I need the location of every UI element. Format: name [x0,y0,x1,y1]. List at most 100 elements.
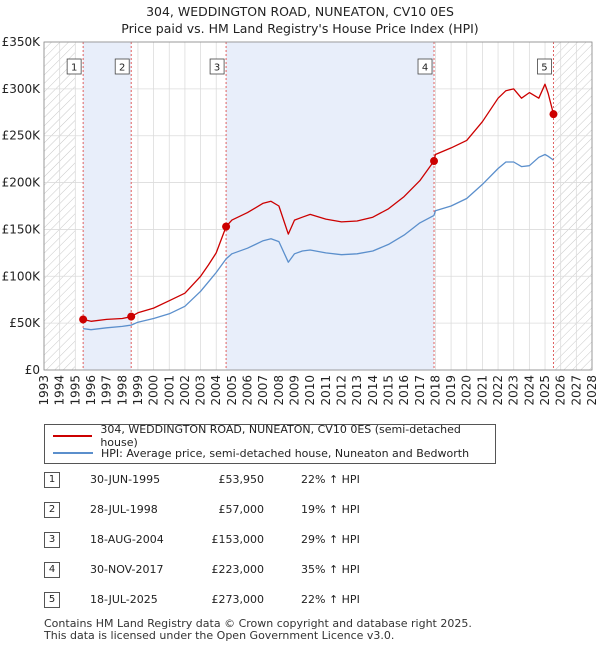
table-row: 2 28-JUL-1998 £57,000 19% ↑ HPI [44,500,584,520]
sale-label-text: 1 [71,63,77,74]
sale-point [430,157,439,166]
y-tick-label: £300K [2,82,42,96]
table-row: 3 18-AUG-2004 £153,000 29% ↑ HPI [44,530,584,550]
x-tick-label: 2021 [475,375,489,406]
sale-price: £223,000 [211,563,265,576]
ownership-band [83,42,132,370]
x-tick-label: 2015 [381,375,395,406]
sale-number-badge: 2 [44,502,60,518]
legend-swatch-property [53,435,93,437]
sale-label-text: 2 [119,63,125,74]
y-tick-label: £200K [2,176,42,190]
x-tick-label: 2008 [272,375,286,406]
x-tick-label: 2007 [256,375,270,406]
y-tick-label: £150K [2,222,42,236]
legend-item-hpi: HPI: Average price, semi-detached house,… [53,445,469,461]
table-row: 4 30-NOV-2017 £223,000 35% ↑ HPI [44,560,584,580]
series-line-property [82,83,555,322]
sale-label-box [537,58,552,75]
x-tick-label: 2024 [522,375,536,406]
x-tick-label: 2018 [428,375,442,406]
x-tick-label: 1994 [53,375,67,406]
x-tick-label: 2022 [491,375,505,406]
x-tick-label: 2004 [209,375,223,406]
x-tick-label: 1997 [100,375,114,406]
sale-label-text: 3 [214,63,220,74]
chart-title: 304, WEDDINGTON ROAD, NUNEATON, CV10 0ES [146,4,454,19]
sale-number-badge: 3 [44,532,60,548]
x-tick-label: 2010 [303,375,317,406]
sale-date: 30-NOV-2017 [90,563,164,576]
legend-swatch-hpi [53,452,93,454]
sale-label-text: 4 [422,63,428,74]
legend-label-property: 304, WEDDINGTON ROAD, NUNEATON, CV10 0ES… [100,423,461,449]
sale-number-badge: 4 [44,562,60,578]
sale-label: 4 [417,58,433,75]
legend: 304, WEDDINGTON ROAD, NUNEATON, CV10 0ES… [44,423,496,464]
sale-date: 28-JUL-1998 [90,503,158,516]
sale-point [222,222,231,231]
x-tick-label: 2006 [241,375,255,406]
x-tick-label: 2011 [319,375,333,406]
x-tick-label: 2020 [460,375,474,406]
sale-label: 2 [114,58,130,75]
y-tick-label: £50K [9,316,41,330]
x-tick-label: 1998 [115,375,129,406]
sale-date: 18-AUG-2004 [90,533,164,546]
x-tick-label: 2016 [397,375,411,406]
x-tick-label: 1993 [37,375,51,406]
sale-number-badge: 5 [44,592,60,608]
sale-hpi-diff: 22% ↑ HPI [301,593,360,606]
sale-hpi-diff: 35% ↑ HPI [301,563,360,576]
table-row: 1 30-JUN-1995 £53,950 22% ↑ HPI [44,470,584,490]
sale-price: £53,950 [218,473,265,486]
x-tick-label: 2012 [334,375,348,406]
y-tick-label: £100K [2,269,42,283]
series-line-hpi [83,153,554,331]
x-tick-label: 2027 [569,375,583,406]
y-tick-label: £350K [2,35,42,49]
sale-price: £153,000 [211,533,265,546]
x-tick-label: 2013 [350,375,364,406]
price-chart: 1 2 3 4 5 £0 £50K £100K £150K £200K £250K £300K £35… [2,35,599,406]
x-tick-label: 2026 [554,375,568,406]
x-tick-label: 2023 [507,375,521,406]
sale-label: 5 [537,58,552,75]
sale-number-badge: 1 [44,472,60,488]
x-tick-label: 2028 [585,375,599,406]
x-tick-label: 2000 [147,375,161,406]
sale-label-box [66,58,82,75]
x-tick-label: 1999 [131,375,145,406]
sale-label-box [114,58,130,75]
sale-label-text: 5 [541,63,547,74]
sale-hpi-diff: 29% ↑ HPI [301,533,360,546]
sale-point [549,110,558,119]
footer: Contains HM Land Registry data © Crown c… [44,618,472,642]
x-tick-label: 2009 [288,375,302,406]
sale-price: £57,000 [218,503,265,516]
sale-point [127,312,136,321]
x-tick-label: 2001 [162,375,176,406]
x-tick-label: 1995 [68,375,82,406]
chart-subtitle: Price paid vs. HM Land Registry's House … [121,21,479,36]
sale-hpi-diff: 22% ↑ HPI [301,473,360,486]
legend-item-property: 304, WEDDINGTON ROAD, NUNEATON, CV10 0ES… [53,423,495,449]
sale-hpi-diff: 19% ↑ HPI [301,503,360,516]
sale-date: 30-JUN-1995 [90,473,161,486]
y-tick-label: £250K [2,129,42,143]
footer-copyright: Contains HM Land Registry data © Crown c… [44,617,472,630]
x-tick-label: 2025 [538,375,552,406]
y-tick-label: £0 [25,363,40,377]
sale-label: 1 [66,58,82,75]
sale-label-box [209,58,225,75]
hatched-region-after [554,42,592,370]
x-tick-label: 2019 [444,375,458,406]
ownership-band [226,42,435,370]
legend-label-hpi: HPI: Average price, semi-detached house,… [101,446,470,460]
sale-price: £273,000 [211,593,265,606]
sale-label: 3 [209,58,225,75]
x-tick-label: 1996 [84,375,98,406]
sale-label-box [417,58,433,75]
table-row: 5 18-JUL-2025 £273,000 22% ↑ HPI [44,590,584,610]
x-tick-label: 2005 [225,375,239,406]
